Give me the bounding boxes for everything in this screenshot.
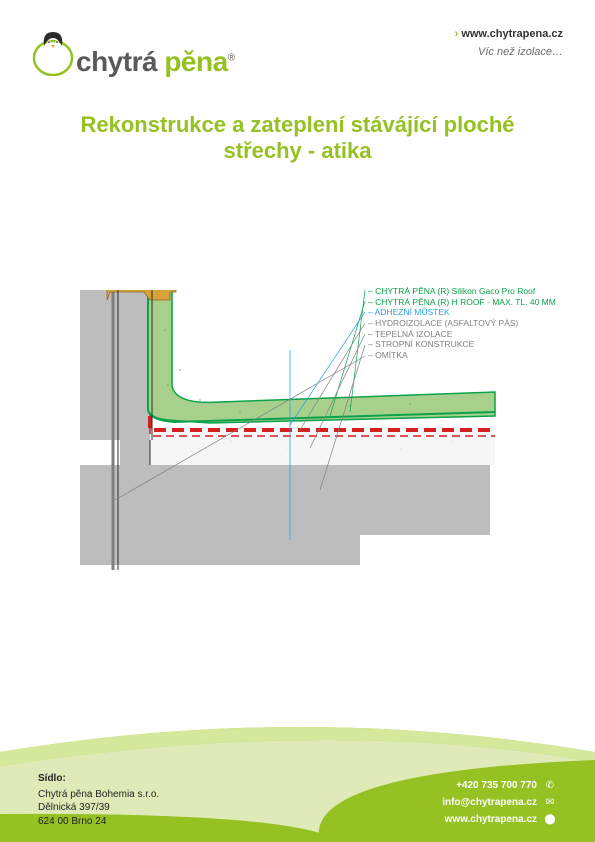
chevron-right-icon: › <box>455 28 459 40</box>
footer-web: www.chytrapena.cz⬤ <box>442 811 557 828</box>
footer-address: Sídlo: Chytrá pěna Bohemia s.r.o. Dělnic… <box>38 772 159 828</box>
page-footer: Sídlo: Chytrá pěna Bohemia s.r.o. Dělnic… <box>38 772 557 828</box>
header-url: ›www.chytrapena.cz <box>455 28 563 40</box>
globe-icon: ⬤ <box>543 811 557 828</box>
roof-diagram: – CHYTRÁ PĚNA (R) Silikon Gaco Pro Roof–… <box>80 290 500 610</box>
legend-item: – CHYTRÁ PĚNA (R) H ROOF - MAX. TL. 40 M… <box>368 297 556 308</box>
legend-item: – TEPELNÁ IZOLACE <box>368 329 556 340</box>
penguin-icon <box>32 28 74 76</box>
legend-item: – HYDROIZOLACE (ASFALTOVÝ PÁS) <box>368 318 556 329</box>
company-name: Chytrá pěna Bohemia s.r.o. <box>38 788 159 802</box>
footer-email: info@chytrapena.cz✉ <box>442 794 557 811</box>
mail-icon: ✉ <box>543 794 557 811</box>
company-city: 624 00 Brno 24 <box>38 815 159 829</box>
legend-item: – OMÍTKA <box>368 350 556 361</box>
page-title: Rekonstrukce a zateplení stávájící ploch… <box>40 112 555 165</box>
footer-contact: +420 735 700 770✆ info@chytrapena.cz✉ ww… <box>442 777 557 828</box>
logo-word1: chytrá <box>76 46 157 77</box>
brand-logo: chytrá pěna® <box>32 28 235 76</box>
footer-phone: +420 735 700 770✆ <box>442 777 557 794</box>
logo-wordmark: chytrá pěna® <box>76 48 235 76</box>
diagram-legend: – CHYTRÁ PĚNA (R) Silikon Gaco Pro Roof–… <box>368 286 556 360</box>
phone-icon: ✆ <box>543 777 557 794</box>
address-label: Sídlo: <box>38 772 159 786</box>
legend-item: – STROPNÍ KONSTRUKCE <box>368 339 556 350</box>
header-contact: ›www.chytrapena.cz Víc než izolace… <box>455 28 563 58</box>
page-header: chytrá pěna® ›www.chytrapena.cz Víc než … <box>32 28 563 76</box>
legend-item: – ADHEZNÍ MŮSTEK <box>368 307 556 318</box>
brand-tagline: Víc než izolace… <box>455 46 563 58</box>
legend-item: – CHYTRÁ PĚNA (R) Silikon Gaco Pro Roof <box>368 286 556 297</box>
logo-word2: pěna <box>164 46 227 77</box>
company-street: Dělnická 397/39 <box>38 801 159 815</box>
